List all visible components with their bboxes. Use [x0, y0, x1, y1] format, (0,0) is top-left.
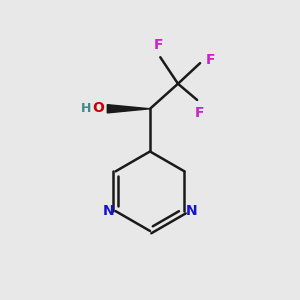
Text: N: N — [186, 204, 197, 218]
Text: F: F — [154, 38, 164, 52]
Text: O: O — [92, 101, 104, 115]
Text: F: F — [195, 106, 204, 120]
Polygon shape — [107, 105, 150, 113]
Text: N: N — [103, 204, 114, 218]
Text: F: F — [206, 53, 215, 67]
Text: H: H — [81, 102, 91, 115]
